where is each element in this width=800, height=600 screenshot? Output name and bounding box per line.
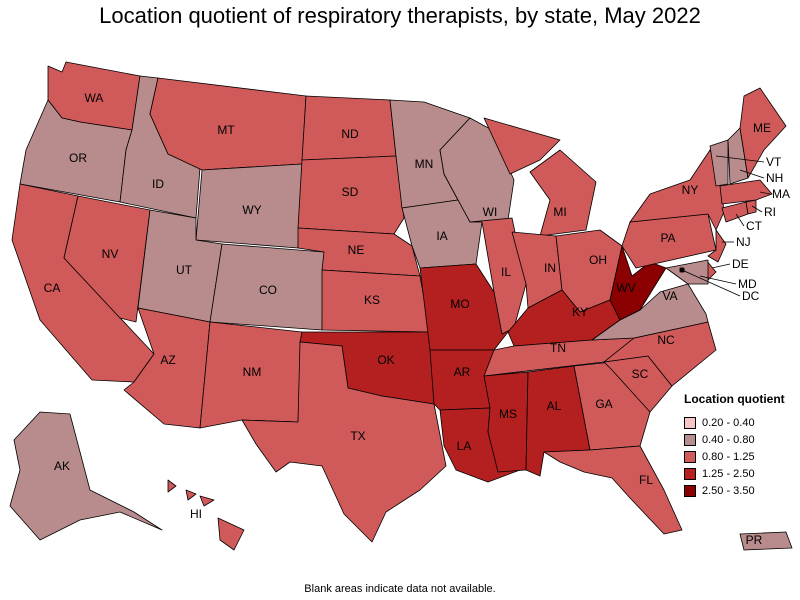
state-label-mn: MN [415,157,434,171]
legend-label: 2.50 - 3.50 [702,484,755,497]
state-label-mi: MI [553,205,566,219]
dc-marker [679,267,685,273]
state-pa [621,213,717,269]
state-label-ca: CA [44,281,61,295]
legend-label: 0.40 - 0.80 [702,433,755,446]
legend: Location quotient 0.20 - 0.40 0.40 - 0.80… [684,392,794,499]
state-ct [721,201,749,223]
state-label-wv: WV [616,281,635,295]
state-ak [9,411,163,541]
state-il [469,217,527,335]
state-tx [241,341,447,543]
state-pr [739,531,793,551]
state-label-ms: MS [499,407,517,421]
state-label-nc: NC [657,333,675,347]
state-label-ok: OK [377,353,394,367]
leader-line-ct [735,213,745,227]
state-label-fl: FL [639,473,653,487]
state-label-ut: UT [176,263,193,277]
state-label-pr: PR [746,533,763,547]
legend-item: 2.50 - 3.50 [684,482,794,499]
footnote: Blank areas indicate data not available. [304,583,496,595]
state-label-ia: IA [436,229,447,243]
legend-item: 1.25 - 2.50 [684,465,794,482]
state-nv [63,195,151,323]
state-label-mt: MT [217,123,235,137]
state-label-wa: WA [85,91,104,105]
state-mi [483,117,597,237]
state-sd [297,155,405,235]
state-label-sd: SD [342,185,359,199]
state-label-md: MD [738,277,757,291]
legend-swatch [684,416,696,429]
state-label-ky: KY [572,305,588,319]
state-label-in: IN [544,261,556,275]
state-hi [167,479,245,551]
legend-item: 0.40 - 0.80 [684,431,794,448]
state-label-ma: MA [772,187,790,201]
state-ma [719,179,773,205]
state-me [739,87,787,179]
state-label-ks: KS [364,293,380,307]
state-label-az: AZ [160,353,175,367]
state-label-al: AL [547,399,562,413]
legend-swatch [684,450,696,463]
leader-line-md [699,275,737,285]
state-label-id: ID [152,177,164,191]
state-label-ak: AK [54,459,70,473]
legend-label: 0.80 - 1.25 [702,450,755,463]
legend-title: Location quotient [684,392,785,406]
state-label-il: IL [501,265,511,279]
state-fl [543,445,683,535]
legend-swatch [684,433,696,446]
state-label-va: VA [662,289,677,303]
state-label-mo: MO [450,297,469,311]
state-ri [745,199,757,215]
state-label-pa: PA [660,231,675,245]
state-label-de: DE [732,257,749,271]
legend-label: 1.25 - 2.50 [702,467,755,480]
state-label-tn: TN [550,341,566,355]
leader-line-de [711,263,731,269]
state-label-me: ME [753,121,771,135]
leader-line-dc [681,269,741,297]
leader-line-nh [739,169,765,179]
state-label-wi: WI [483,205,498,219]
state-label-ga: GA [595,397,612,411]
legend-swatch [684,467,696,480]
state-label-or: OR [69,151,87,165]
state-label-nd: ND [341,127,359,141]
state-label-ct: CT [746,219,763,233]
state-va [591,283,709,341]
state-label-ar: AR [454,365,471,379]
legend-items: 0.20 - 0.40 0.40 - 0.80 0.80 - 1.25 1.25 - … [684,414,794,499]
legend-item: 0.80 - 1.25 [684,448,794,465]
state-vt [709,139,729,187]
legend-swatch [684,484,696,497]
leader-line-ma [759,191,771,195]
state-label-wy: WY [242,203,261,217]
state-label-dc: DC [742,289,760,303]
state-label-ri: RI [764,205,776,219]
leader-line-vt [715,155,765,163]
state-label-vt: VT [766,155,782,169]
state-label-nj: NJ [736,235,751,249]
state-label-nh: NH [766,171,783,185]
legend-item: 0.20 - 0.40 [684,414,794,431]
state-label-oh: OH [589,253,607,267]
map-title: Location quotient of respiratory therapi… [99,3,701,28]
state-label-co: CO [259,283,277,297]
state-label-la: LA [457,439,472,453]
state-label-ny: NY [682,183,699,197]
legend-label: 0.20 - 0.40 [702,416,755,429]
leader-line-ri [751,205,763,213]
state-label-nm: NM [243,365,262,379]
state-label-hi: HI [190,507,202,521]
state-label-ne: NE [348,243,365,257]
state-label-sc: SC [632,367,649,381]
state-label-tx: TX [350,429,365,443]
state-label-nv: NV [102,247,119,261]
